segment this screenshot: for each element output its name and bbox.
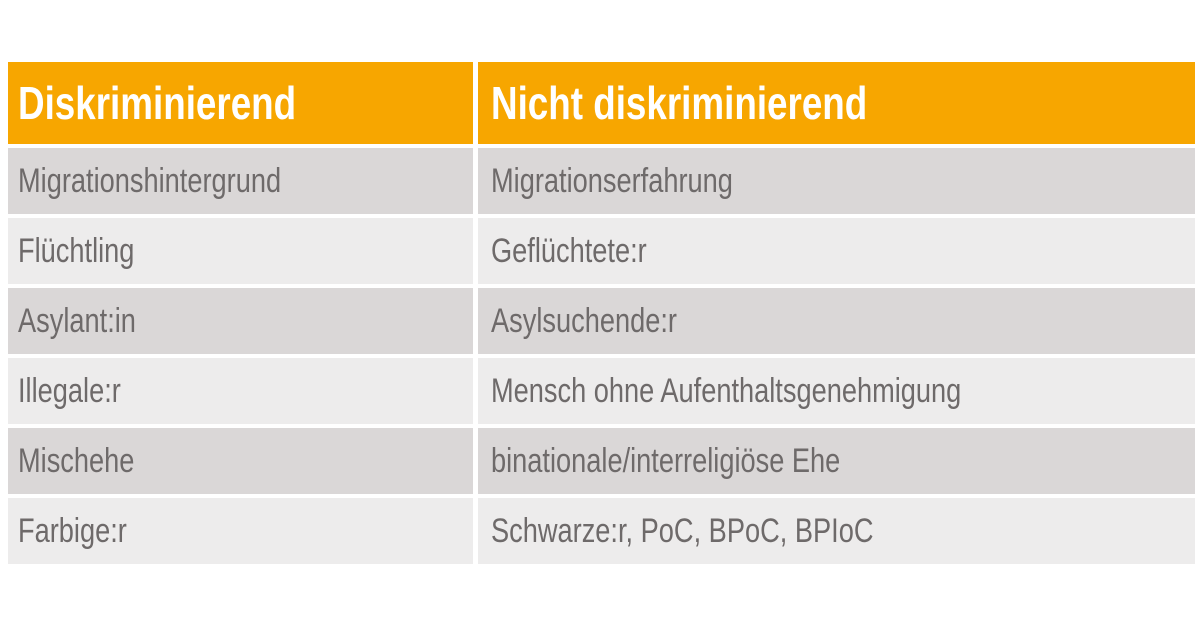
- header-cell-diskriminierend: Diskriminierend: [8, 62, 473, 144]
- table-cell-asylsuchende: Asylsuchende:r: [478, 288, 1195, 354]
- header-label: Nicht diskriminierend: [491, 77, 868, 129]
- cell-text: Migrationshintergrund: [18, 161, 282, 200]
- cell-text: Farbige:r: [18, 511, 127, 550]
- cell-text: Flüchtling: [18, 231, 135, 270]
- table-cell-migrationshintergrund: Migrationshintergrund: [8, 148, 473, 214]
- cell-text: Mischehe: [18, 441, 135, 480]
- terminology-table: Diskriminierend Nicht diskriminierend Mi…: [8, 62, 1195, 564]
- table-cell-migrationserfahrung: Migrationserfahrung: [478, 148, 1195, 214]
- table-cell-gefluechtete: Geflüchtete:r: [478, 218, 1195, 284]
- table-cell-fluechtling: Flüchtling: [8, 218, 473, 284]
- cell-text: Asylsuchende:r: [491, 301, 677, 340]
- header-cell-nicht-diskriminierend: Nicht diskriminierend: [478, 62, 1195, 144]
- cell-text: binationale/interreligiöse Ehe: [491, 441, 841, 480]
- table-cell-asylant: Asylant:in: [8, 288, 473, 354]
- table-cell-schwarze-poc: Schwarze:r, PoC, BPoC, BPIoC: [478, 498, 1195, 564]
- table-cell-mischehe: Mischehe: [8, 428, 473, 494]
- table-cell-mensch-ohne-aufenthaltsgenehmigung: Mensch ohne Aufenthaltsgenehmigung: [478, 358, 1195, 424]
- table-cell-farbige: Farbige:r: [8, 498, 473, 564]
- cell-text: Migrationserfahrung: [491, 161, 733, 200]
- cell-text: Schwarze:r, PoC, BPoC, BPIoC: [491, 511, 874, 550]
- header-label: Diskriminierend: [18, 77, 297, 129]
- cell-text: Asylant:in: [18, 301, 136, 340]
- cell-text: Illegale:r: [18, 371, 121, 410]
- cell-text: Geflüchtete:r: [491, 231, 647, 270]
- cell-text: Mensch ohne Aufenthaltsgenehmigung: [491, 371, 962, 410]
- table-cell-binationale-ehe: binationale/interreligiöse Ehe: [478, 428, 1195, 494]
- table-cell-illegale: Illegale:r: [8, 358, 473, 424]
